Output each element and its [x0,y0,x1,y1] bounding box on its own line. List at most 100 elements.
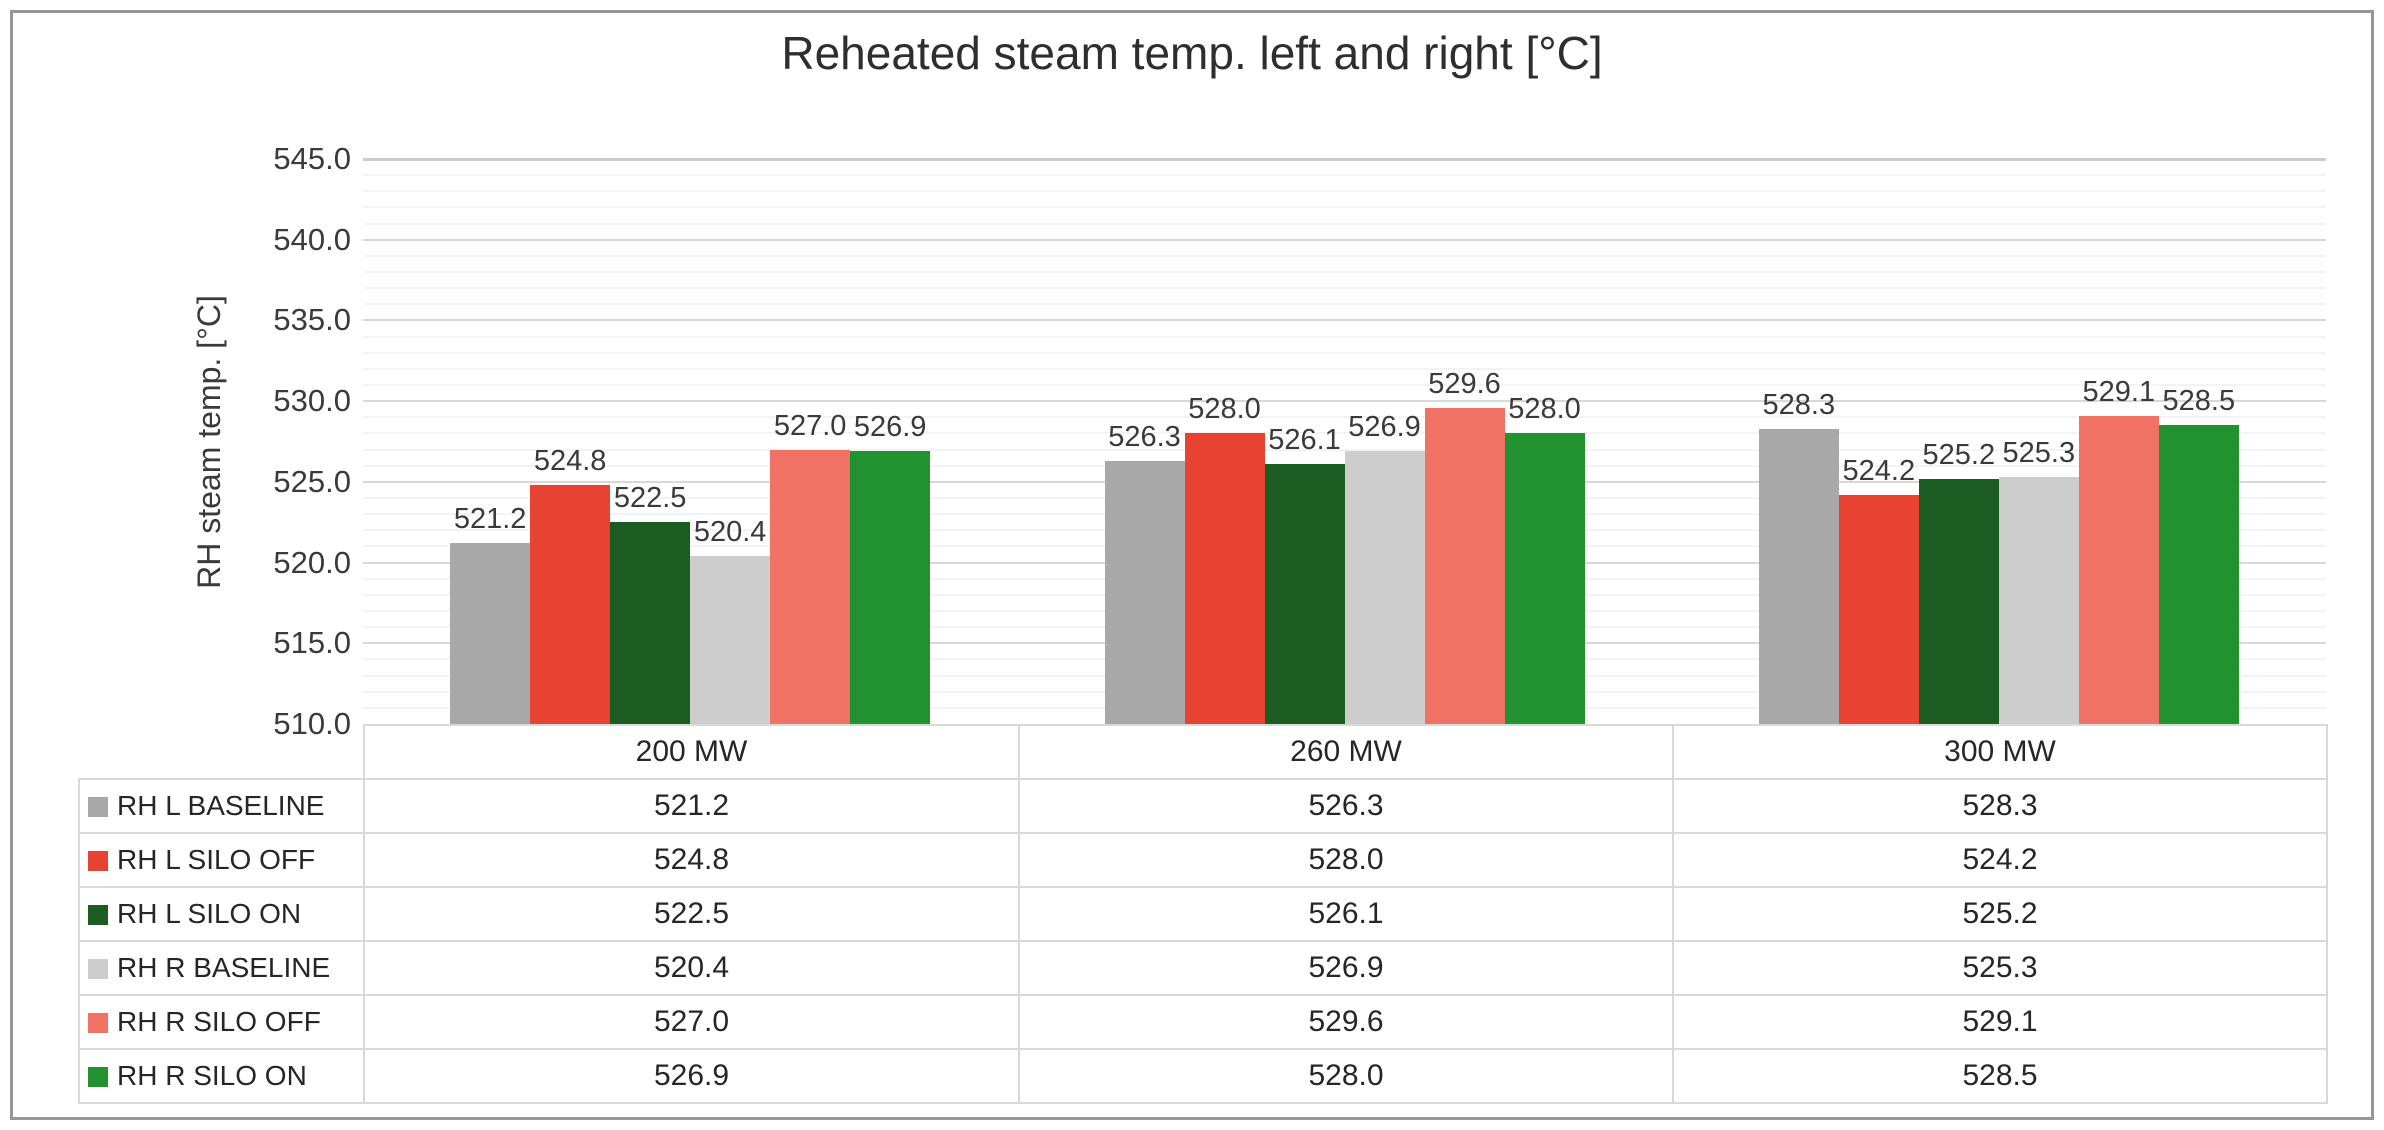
y-tick-label: 515.0 [273,625,351,661]
bar-value-label: 522.5 [613,482,687,515]
legend-cell: RH R SILO OFF [78,994,365,1050]
gridline-minor [363,206,2326,209]
value-cell: 527.0 [363,994,1020,1050]
series-name: RH R SILO OFF [117,1006,321,1037]
bar-rh-r-silo-off-300-mw [2078,415,2159,724]
table-row: RH L SILO ON 522.5 526.1 525.2 [78,886,2328,942]
gridline-major [363,400,2326,403]
value-cell: 528.0 [1018,1048,1674,1104]
bar-value-label: 528.3 [1762,388,1836,421]
legend-cell: RH R BASELINE [78,940,365,996]
gridline-minor [363,384,2326,386]
value-cell: 525.2 [1672,886,2328,942]
value-cell: 526.3 [1018,778,1674,834]
legend-swatch [88,959,108,979]
bar-value-label: 528.5 [2162,385,2236,418]
value-cell: 525.3 [1672,940,2328,996]
bar-rh-r-baseline-260-mw [1344,451,1425,724]
legend-swatch [88,797,108,817]
bar-value-label: 526.9 [853,411,927,444]
gridline-minor [363,335,2326,338]
bar-rh-r-silo-off-200-mw [770,449,851,724]
y-tick-label: 530.0 [273,383,351,419]
gridline-minor [363,416,2326,419]
table-row: RH R SILO ON 526.9 528.0 528.5 [78,1048,2328,1104]
bar-value-label: 526.1 [1268,424,1341,457]
bar-rh-l-silo-off-200-mw [530,485,611,724]
gridline-minor [363,174,2326,177]
legend-cell: RH L SILO ON [78,886,365,942]
bar-rh-r-silo-on-300-mw [2158,425,2239,724]
legend-swatch [88,851,108,871]
legend-swatch [88,905,108,925]
bar-rh-r-baseline-300-mw [1998,477,2079,724]
bar-rh-l-silo-on-260-mw [1264,464,1345,724]
category-header-cell: 300 MW [1672,724,2328,780]
value-cell: 526.1 [1018,886,1674,942]
bar-rh-r-silo-on-200-mw [850,451,931,724]
bar-rh-l-silo-off-300-mw [1838,494,1919,724]
value-cell: 520.4 [363,940,1020,996]
series-name: RH R SILO ON [117,1060,307,1091]
gridline-minor [363,367,2326,370]
bar-rh-l-silo-off-260-mw [1184,433,1265,724]
value-cell: 524.2 [1672,832,2328,888]
legend-cell: RH L BASELINE [78,778,365,834]
value-cell: 522.5 [363,886,1020,942]
bar-rh-l-silo-on-300-mw [1918,478,1999,724]
gridline-major [363,238,2326,241]
bar-value-label: 524.2 [1842,454,1916,487]
gridline-minor [363,351,2326,354]
table-row: RH R BASELINE 520.4 526.9 525.3 [78,940,2328,996]
series-name: RH L SILO ON [117,898,302,929]
legend-cell: RH R SILO ON [78,1048,365,1104]
bar-rh-l-baseline-300-mw [1758,428,1839,724]
category-header-cell: 200 MW [363,724,1020,780]
bar-value-label: 529.6 [1428,367,1501,400]
y-tick-label: 525.0 [273,463,351,499]
bar-value-label: 528.0 [1188,393,1261,426]
bar-value-label: 520.4 [693,516,767,549]
bar-rh-l-baseline-260-mw [1104,460,1185,724]
value-cell: 528.3 [1672,778,2328,834]
gridline-major [363,158,2326,161]
y-tick-label: 535.0 [273,302,351,338]
y-tick-label: 545.0 [273,141,351,176]
bar-value-label: 528.0 [1508,393,1581,426]
legend-cell: RH L SILO OFF [78,832,365,888]
gridline-minor [363,287,2326,290]
category-header-cell: 260 MW [1018,724,1674,780]
value-cell: 529.1 [1672,994,2328,1050]
y-tick-label: 540.0 [273,221,351,257]
y-tick-label: 510.0 [273,706,351,741]
value-cell: 524.8 [363,832,1020,888]
series-name: RH R BASELINE [117,952,331,983]
gridline-minor [363,222,2326,225]
value-cell: 528.0 [1018,832,1674,888]
bar-value-label: 526.3 [1108,420,1181,453]
value-cell: 526.9 [1018,940,1674,996]
gridline-minor [363,271,2326,273]
gridline-minor [363,254,2326,257]
table-row: RH L BASELINE 521.2 526.3 528.3 [78,778,2328,834]
legend-swatch [88,1067,108,1087]
bar-rh-r-silo-off-260-mw [1424,407,1505,724]
table-row: RH R SILO OFF 527.0 529.6 529.1 [78,994,2328,1050]
value-cell: 529.6 [1018,994,1674,1050]
gridline-minor [363,190,2326,193]
table-row: RH L SILO OFF 524.8 528.0 524.2 [78,832,2328,888]
bar-value-label: 521.2 [453,503,527,536]
table-header-row: 200 MW 260 MW 300 MW [79,724,2328,780]
bar-value-label: 527.0 [773,409,847,442]
bar-rh-r-baseline-200-mw [690,556,771,724]
bar-rh-l-baseline-200-mw [450,543,531,724]
value-cell: 521.2 [363,778,1020,834]
bar-rh-r-silo-on-260-mw [1504,433,1585,724]
gridline-minor [363,432,2326,435]
gridline-minor [363,303,2326,306]
gridline-major [363,319,2326,322]
y-tick-label: 520.0 [273,544,351,580]
series-name: RH L SILO OFF [117,844,316,875]
bar-value-label: 526.9 [1348,411,1421,444]
